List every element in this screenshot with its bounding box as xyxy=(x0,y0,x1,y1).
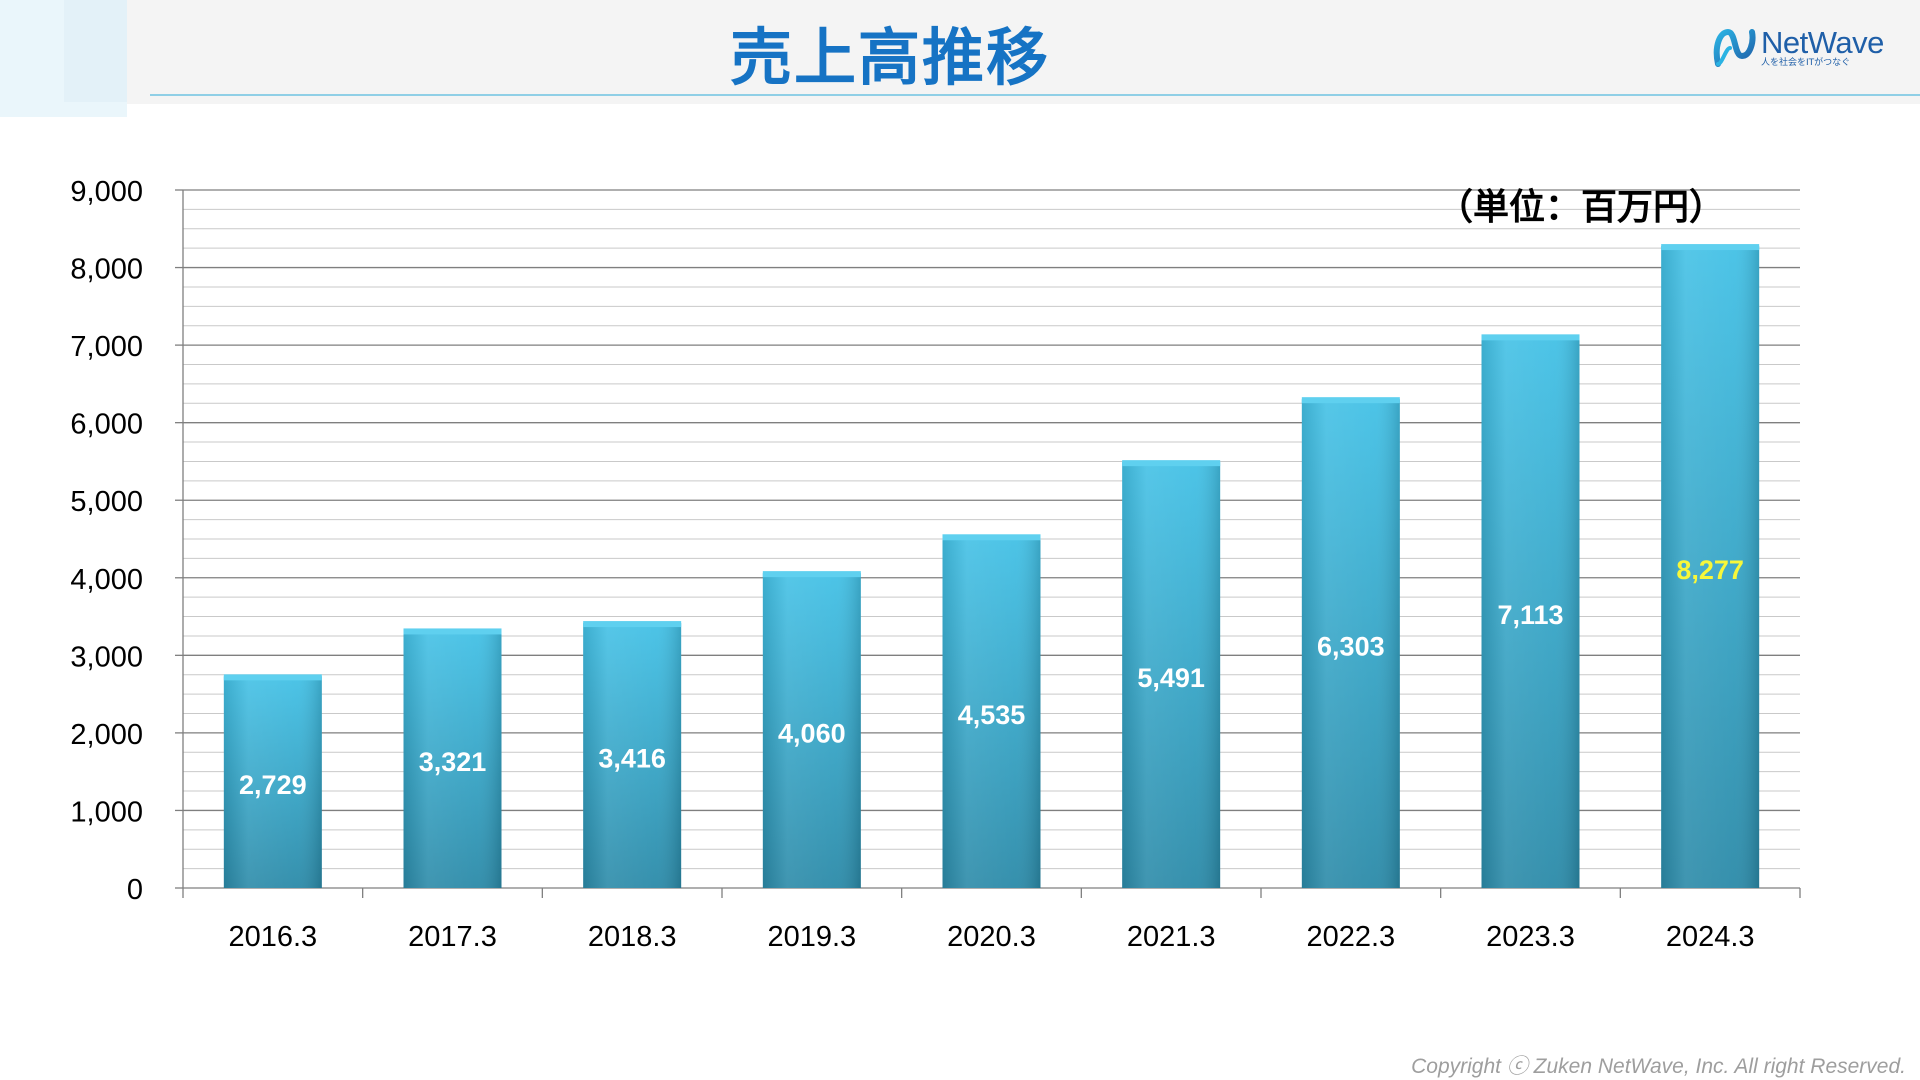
logo-tagline: 人を社会をITがつなぐ xyxy=(1761,57,1851,68)
bar-top-edge xyxy=(1481,334,1580,341)
x-tick-label: 2017.3 xyxy=(408,921,497,953)
bar-top-edge xyxy=(762,571,861,578)
bar-value-label: 2,729 xyxy=(239,770,307,800)
bar-top-edge xyxy=(403,628,502,635)
bar-top-edge xyxy=(1301,397,1400,404)
y-tick-label: 3,000 xyxy=(70,641,143,673)
slide-title: 売上高推移 xyxy=(729,21,1050,94)
x-tick-label: 2024.3 xyxy=(1666,921,1755,953)
y-tick-label: 9,000 xyxy=(70,176,143,208)
bar-shading xyxy=(1122,462,1221,888)
y-tick-label: 0 xyxy=(127,874,143,906)
y-tick-label: 2,000 xyxy=(70,719,143,751)
bar-shading xyxy=(1661,246,1760,889)
bar-shading xyxy=(942,536,1041,888)
y-tick-label: 8,000 xyxy=(70,254,143,286)
netwave-logo: NetWave 人を社会をITがつなぐ xyxy=(1712,24,1908,72)
x-tick-label: 2020.3 xyxy=(947,921,1036,953)
x-tick-label: 2019.3 xyxy=(767,921,856,953)
bar-value-label: 3,321 xyxy=(419,747,487,777)
bar-value-label: 6,303 xyxy=(1317,632,1385,662)
bar-top-edge xyxy=(583,621,682,628)
logo-wordmark: NetWave xyxy=(1761,24,1884,60)
bar-value-label: 5,491 xyxy=(1137,663,1205,693)
corner-decoration-inner xyxy=(64,0,127,102)
x-tick-label: 2022.3 xyxy=(1306,921,1395,953)
copyright-notice: Copyright ⓒ Zuken NetWave, Inc. All righ… xyxy=(1411,1055,1906,1078)
x-tick-label: 2021.3 xyxy=(1127,921,1216,953)
netwave-logo-icon xyxy=(1713,28,1756,67)
bar-shading xyxy=(1481,336,1580,889)
bar-top-edge xyxy=(223,674,322,681)
y-tick-label: 4,000 xyxy=(70,564,143,596)
bar-shading xyxy=(762,573,861,888)
bar-value-label: 7,113 xyxy=(1497,600,1563,630)
x-tick-label: 2018.3 xyxy=(588,921,677,953)
y-tick-label: 7,000 xyxy=(70,331,143,363)
bar-value-label: 4,535 xyxy=(958,700,1026,730)
unit-note: （単位：百万円） xyxy=(1437,187,1725,228)
sales-bar-chart: 0 1,000 2,000 3,000 4,000 5,000 6,000 7,000 8,00… xyxy=(70,176,1801,953)
bar-top-edge xyxy=(942,534,1041,541)
slide-header: 売上高推移 NetWave 人を社会をITがつなぐ xyxy=(0,0,1920,117)
bar-shading xyxy=(223,676,322,888)
labels: 0 1,000 2,000 3,000 4,000 5,000 6,000 7,000 8,00… xyxy=(70,176,1754,953)
corner-decoration xyxy=(0,0,127,117)
x-tick-label: 2023.3 xyxy=(1486,921,1575,953)
bar-top-edge xyxy=(1122,460,1221,467)
x-tick-label: 2016.3 xyxy=(228,921,317,953)
bars xyxy=(223,244,1760,889)
y-tick-label: 6,000 xyxy=(70,409,143,441)
bar-shading xyxy=(403,630,502,888)
y-tick-label: 1,000 xyxy=(70,796,143,828)
bar-shading xyxy=(583,623,682,888)
bar-value-label: 3,416 xyxy=(598,744,666,774)
bar-top-edge xyxy=(1661,244,1760,251)
bar-value-label: 8,277 xyxy=(1676,555,1744,585)
header-divider xyxy=(150,94,1920,96)
y-tick-label: 5,000 xyxy=(70,486,143,518)
bar-shading xyxy=(1301,399,1400,888)
bar-value-label: 4,060 xyxy=(778,719,846,749)
